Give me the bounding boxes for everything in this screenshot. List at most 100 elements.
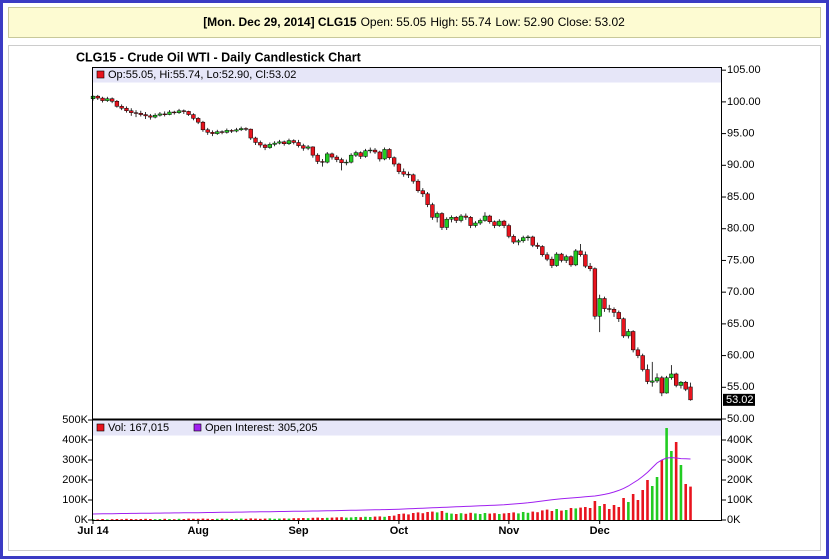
volume-bar xyxy=(593,501,597,520)
candle-body xyxy=(482,215,488,221)
candle-body xyxy=(358,152,363,157)
volume-bar xyxy=(502,513,506,520)
volume-bar xyxy=(598,506,601,520)
y-tick-label: 55.00 xyxy=(727,381,755,393)
candle-body xyxy=(626,331,631,337)
candle-body xyxy=(167,111,172,115)
x-tick-label: Nov xyxy=(498,525,520,537)
volume-bar xyxy=(177,518,181,520)
plot xyxy=(90,94,693,520)
candle-body xyxy=(124,107,129,112)
candle-body xyxy=(196,118,201,123)
volume-bar xyxy=(287,518,291,520)
candle-body xyxy=(578,250,583,255)
candle-body xyxy=(449,217,454,220)
candle-body xyxy=(478,220,483,224)
candle-body xyxy=(296,142,301,146)
candle-body xyxy=(487,215,492,223)
volume-bar xyxy=(354,517,358,520)
y-tick-label: 60.00 xyxy=(727,349,755,361)
candle-body xyxy=(654,377,660,382)
candle-body xyxy=(621,318,626,337)
volume-bar xyxy=(421,513,425,520)
volume-bar xyxy=(201,518,205,520)
volume-bar xyxy=(392,515,396,520)
volume-bar xyxy=(407,514,410,520)
candle-body xyxy=(305,146,311,149)
volume-bar xyxy=(469,512,472,520)
volume-bar xyxy=(306,518,310,520)
volume-bar xyxy=(431,511,434,520)
candle-body xyxy=(95,95,100,99)
volume-bar xyxy=(560,510,563,520)
volume-bar xyxy=(278,518,281,520)
candle-body xyxy=(525,236,531,239)
y-tick-label: 70.00 xyxy=(727,286,755,298)
x-tick-label: Oct xyxy=(390,525,409,537)
candle-body xyxy=(415,180,421,191)
volume-bar xyxy=(282,518,286,520)
candle-body xyxy=(492,221,497,226)
y-tick-label: 85.00 xyxy=(727,191,755,203)
volume-bar xyxy=(689,486,692,520)
volume-bar xyxy=(435,512,439,520)
candle-body xyxy=(396,163,402,172)
volume-bar xyxy=(555,509,558,520)
candle-body xyxy=(640,355,645,370)
volume-bar xyxy=(192,518,195,520)
candle-body xyxy=(181,110,186,112)
volume-bar xyxy=(660,460,664,520)
volume-bar xyxy=(498,514,501,520)
candle-body xyxy=(607,308,612,310)
volume-bar xyxy=(268,518,272,520)
legend-band xyxy=(92,420,722,436)
volume-bar xyxy=(478,514,482,520)
candle-body xyxy=(506,225,512,237)
candle-body xyxy=(258,142,263,146)
candle-body xyxy=(172,111,177,114)
volume-bar xyxy=(464,513,468,520)
candle-body xyxy=(329,153,335,158)
candle-body xyxy=(463,215,468,218)
candle-body xyxy=(129,110,134,113)
volume-bar xyxy=(488,513,492,520)
volume-bar xyxy=(411,513,415,520)
x-tick-label: Jul 14 xyxy=(77,525,109,537)
candle-body xyxy=(645,369,650,382)
volume-bar xyxy=(239,518,243,520)
volume-bar xyxy=(215,518,219,520)
candle-body xyxy=(568,256,574,266)
field-value: 55.05 xyxy=(396,15,426,29)
candle-body xyxy=(148,115,153,118)
candle-body xyxy=(549,258,555,266)
volume-bar xyxy=(292,518,296,520)
legend-swatch xyxy=(193,423,202,432)
candle-body xyxy=(468,217,473,226)
volume-bar xyxy=(579,507,582,520)
candle-body xyxy=(530,236,535,246)
legend-swatch xyxy=(96,423,105,432)
volume-bar xyxy=(110,519,114,520)
volume-bar xyxy=(607,509,611,520)
volume-bar xyxy=(483,513,487,520)
candle-body xyxy=(310,146,316,156)
candle-body xyxy=(363,150,368,157)
candle-body xyxy=(368,149,373,152)
volume-bar xyxy=(440,511,444,520)
last-price-tag xyxy=(723,393,755,406)
volume-bar xyxy=(588,508,592,520)
volume-bar xyxy=(330,517,334,520)
candle-body xyxy=(630,331,636,351)
volume-bar xyxy=(612,505,616,520)
volume-bar xyxy=(364,516,367,520)
candle-body xyxy=(109,98,115,102)
volume-bar xyxy=(158,519,162,520)
candle-body xyxy=(540,246,545,255)
candle-body xyxy=(516,240,521,243)
candle-body xyxy=(635,349,641,356)
candle-body xyxy=(382,149,387,160)
volume-bar xyxy=(211,519,214,520)
candle-body xyxy=(430,204,435,218)
field-label: Low: xyxy=(495,15,520,29)
volume-bar xyxy=(225,518,229,520)
